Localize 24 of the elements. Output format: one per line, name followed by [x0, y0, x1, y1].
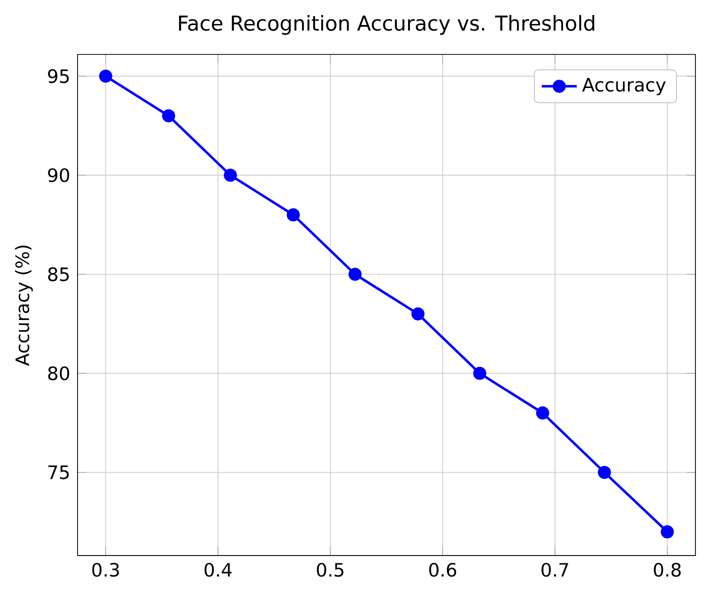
x-tick-label: 0.3: [92, 562, 119, 577]
point: [473, 366, 486, 380]
x-tick-label: 0.6: [429, 562, 456, 577]
point: [598, 466, 611, 480]
point: [348, 268, 362, 281]
y-axis-title: Accuracy (%): [15, 246, 33, 366]
y-tick-label: 75: [48, 466, 69, 480]
point: [536, 406, 550, 420]
chart-title: Face Recognition Accuracy vs. Threshold: [179, 15, 594, 35]
point: [99, 70, 112, 83]
x-tick-label: 0.8: [654, 562, 681, 577]
y-tick-label: 95: [48, 69, 69, 84]
x-tick-label: 0.5: [316, 562, 344, 577]
point: [411, 307, 425, 321]
point: [224, 168, 237, 182]
y-tick-label: 90: [48, 168, 70, 182]
point: [660, 525, 674, 538]
legend-label: Accuracy: [582, 78, 666, 96]
x-tick-label: 0.4: [204, 562, 232, 577]
x-tick-label: 0.7: [542, 562, 568, 577]
point: [162, 109, 176, 122]
y-tick-label: 80: [48, 366, 70, 380]
point: [286, 208, 300, 222]
y-tick-label: 85: [48, 267, 69, 282]
